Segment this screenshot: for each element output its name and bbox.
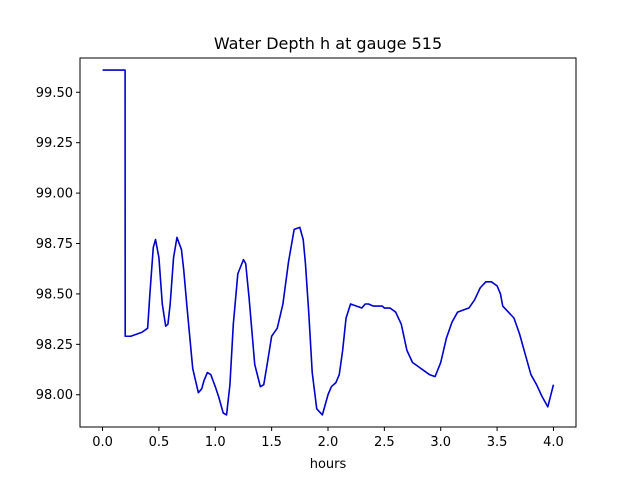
x-axis: 0.0 0.5 1.0 1.5 2.0 2.5 3.0 3.5 4.0 <box>92 427 564 450</box>
plot-frame <box>79 57 577 428</box>
x-tick-label: 1.0 <box>205 435 226 450</box>
x-tick-label: 4.0 <box>543 435 564 450</box>
series-line-0 <box>102 69 555 416</box>
plot-area <box>102 69 555 416</box>
chart-title: Water Depth h at gauge 515 <box>214 34 442 53</box>
x-tick-label: 0.5 <box>149 435 170 450</box>
x-axis-label: hours <box>310 457 347 472</box>
y-tick-label: 98.00 <box>36 388 73 403</box>
y-tick-label: 98.75 <box>36 237 73 252</box>
y-tick-label: 99.25 <box>36 136 73 151</box>
y-tick-label: 99.00 <box>36 187 73 202</box>
y-axis: 98.00 98.25 98.50 98.75 99.00 99.25 99.50 <box>36 86 80 403</box>
y-tick-label: 98.25 <box>36 338 73 353</box>
x-tick-label: 1.5 <box>261 435 282 450</box>
x-tick-label: 3.5 <box>487 435 508 450</box>
y-tick-label: 98.50 <box>36 287 73 302</box>
x-tick-label: 2.5 <box>374 435 395 450</box>
x-tick-label: 2.0 <box>318 435 339 450</box>
y-tick-label: 99.50 <box>36 86 73 101</box>
x-tick-label: 0.0 <box>92 435 113 450</box>
x-tick-label: 3.0 <box>430 435 451 450</box>
